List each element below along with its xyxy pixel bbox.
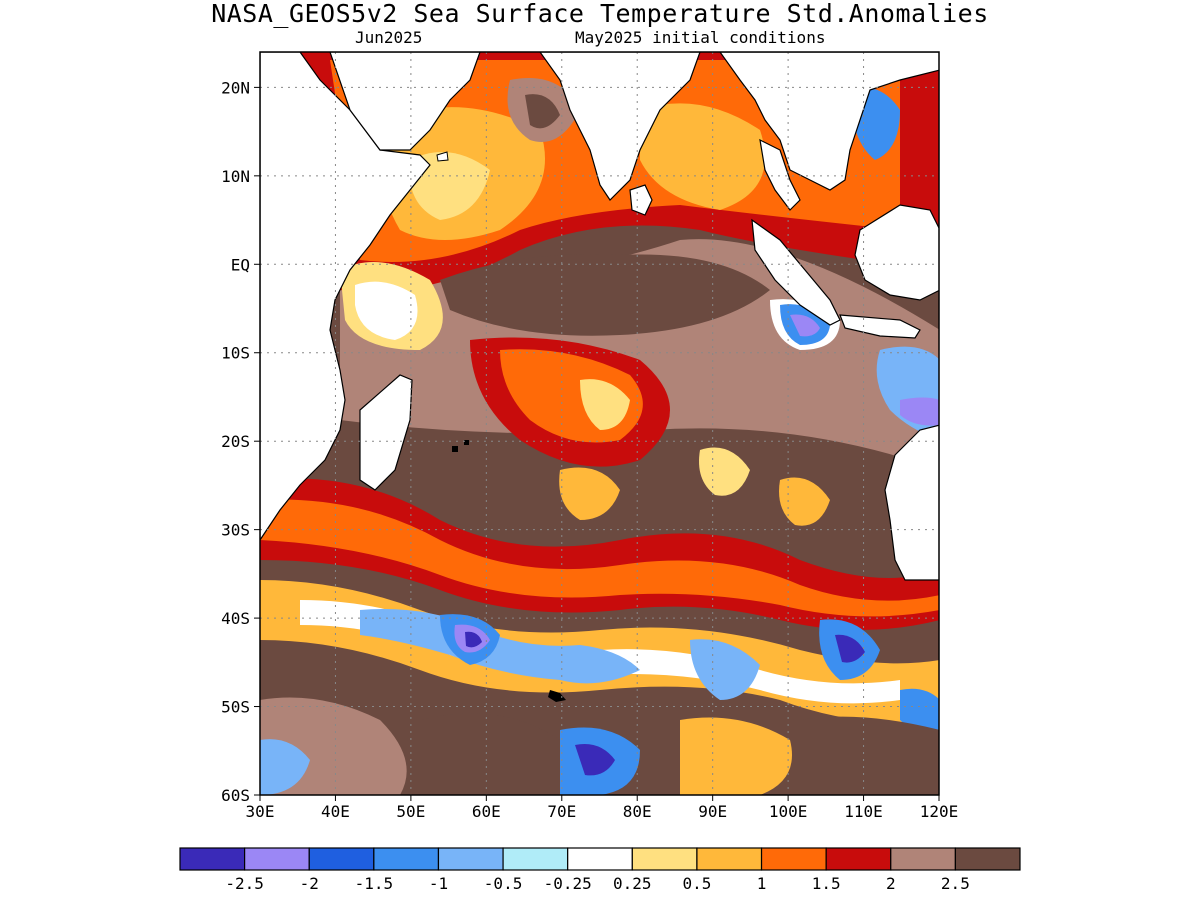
colorbar-label: -1.5 xyxy=(355,874,394,893)
colorbar-swatch xyxy=(437,847,504,871)
colorbar-swatch xyxy=(825,847,892,871)
colorbar-label: -0.5 xyxy=(484,874,523,893)
y-tick-label: 30S xyxy=(221,521,250,540)
y-tick-label: 10N xyxy=(221,167,250,186)
map-title: NASA_GEOS5v2 Sea Surface Temperature Std… xyxy=(211,0,989,28)
colorbar-label: 1.5 xyxy=(812,874,841,893)
latitude-axis: 20N 10N EQ 10S 20S 30S 40S 50S 60S xyxy=(221,78,260,805)
longitude-axis: 30E 40E 50E 60E 70E 80E 90E 100E 110E 120E xyxy=(246,795,959,821)
x-tick-label: 50E xyxy=(396,802,425,821)
colorbar-label: 0.25 xyxy=(613,874,652,893)
x-tick-label: 60E xyxy=(472,802,501,821)
y-tick-label: 50S xyxy=(221,698,250,717)
x-tick-label: 80E xyxy=(623,802,652,821)
map-field xyxy=(260,52,939,795)
colorbar-swatch xyxy=(567,847,633,871)
colorbar-label: -1 xyxy=(429,874,448,893)
colorbar-label: 1 xyxy=(757,874,767,893)
valid-month-label: Jun2025 xyxy=(355,28,423,47)
colorbar-label: 0.5 xyxy=(682,874,711,893)
y-tick-label: 20N xyxy=(221,78,250,97)
x-tick-label: 40E xyxy=(321,802,350,821)
colorbar-swatch xyxy=(179,847,246,871)
x-tick-label: 70E xyxy=(547,802,576,821)
x-tick-label: 100E xyxy=(769,802,808,821)
colorbar-label: 2 xyxy=(886,874,896,893)
colorbar-swatch xyxy=(244,847,310,871)
colorbar-label: -0.25 xyxy=(544,874,592,893)
colorbar-swatch xyxy=(954,847,1021,871)
y-tick-label: EQ xyxy=(231,255,250,274)
x-tick-label: 90E xyxy=(698,802,727,821)
map-frame xyxy=(259,51,940,796)
y-tick-label: 10S xyxy=(221,344,250,363)
colorbar-swatch xyxy=(696,847,763,871)
colorbar-swatch xyxy=(308,847,375,871)
colorbar-label: 2.5 xyxy=(941,874,970,893)
colorbar-swatch xyxy=(631,847,698,871)
colorbar-label: -2 xyxy=(300,874,319,893)
colorbar-label: -2.5 xyxy=(225,874,264,893)
colorbar: -2.5 -2 -1.5 -1 -0.5 -0.25 0.25 0.5 1 1.5 2 2.5 xyxy=(179,847,1021,893)
initial-conditions-label: May2025 initial conditions xyxy=(575,28,826,47)
x-tick-label: 110E xyxy=(844,802,883,821)
y-tick-label: 20S xyxy=(221,432,250,451)
x-tick-label: 120E xyxy=(920,802,959,821)
colorbar-swatch xyxy=(373,847,440,871)
gridlines xyxy=(260,52,939,795)
colorbar-swatch xyxy=(760,847,827,871)
x-tick-label: 30E xyxy=(246,802,275,821)
y-tick-label: 40S xyxy=(221,609,250,628)
y-tick-label: 60S xyxy=(221,786,250,805)
colorbar-swatch xyxy=(502,847,569,871)
colorbar-swatch xyxy=(890,847,956,871)
